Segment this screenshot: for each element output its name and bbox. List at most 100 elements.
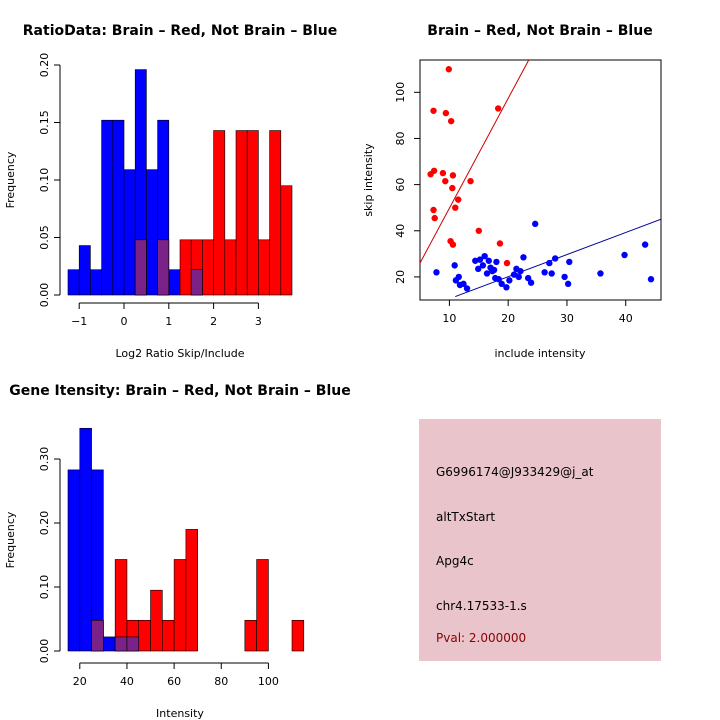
ratio-histogram-panel: RatioData: Brain – Red, Not Brain – Blue… [4,23,337,360]
gene-intensity-title: Gene Itensity: Brain – Red, Not Brain – … [9,383,351,399]
intensity-y-tick-label-0: 0.00 [38,639,51,664]
overlap-bar-intensity-5 [126,636,140,652]
blue-bar-ratio-5 [123,169,136,296]
blue-point-30 [532,220,539,228]
red-bar-intensity-4 [150,589,163,652]
blue-point-16 [490,266,498,274]
scatter-title: Brain – Red, Not Brain – Blue [427,23,652,39]
blue-bar-intensity-1 [79,427,92,652]
blue-point-1 [451,262,458,269]
red-bar-ratio-10 [269,130,282,296]
intensity-scatter-panel: Brain – Red, Not Brain – Blue 10 20 30 40 2… [362,23,662,360]
red-point-18 [449,241,457,248]
red-bar-ratio-6 [224,239,237,296]
ratio-x-tick-label-1: 0 [121,315,128,328]
blue-point-6 [463,285,471,292]
scatter-y-tick-label-1: 40 [394,224,407,238]
overlap-bar-ratio-10 [190,269,203,296]
intensity-x-tick-label-4: 100 [258,675,279,688]
blue-point-25 [515,273,522,281]
gene-intensity-x-axis: 20 40 60 80 100 [73,662,279,688]
scatter-x-tick-label-2: 30 [560,312,574,325]
red-point-2 [442,109,450,117]
blue-point-34 [551,255,559,262]
red-point-19 [496,240,504,247]
ratio-y-tick-label-1: 0.05 [38,225,51,250]
scatter-x-axis: 10 20 30 40 [442,300,633,325]
red-point-9 [442,177,449,185]
ratio-y-tick-label-0: 0.00 [38,283,51,308]
ratio-x-tick-label-0: −1 [71,315,87,328]
blue-point-38 [597,270,604,277]
ratio-histogram-y-axis: 0.00 0.05 0.10 0.15 0.20 [38,53,61,308]
blue-point-36 [564,280,572,288]
scatter-y-tick-label-0: 20 [394,270,407,284]
overlap-bar-intensity-2 [91,619,104,652]
scatter-y-label: skip intensity [362,143,375,217]
ratio-y-tick-label-4: 0.20 [38,53,51,78]
blue-bar-ratio-0 [67,269,80,296]
ratio-y-tick-label-2: 0.10 [38,168,51,193]
blue-point-37 [566,258,573,266]
blue-point-29 [527,279,535,286]
blue-point-13 [485,257,492,264]
red-bar-intensity-9 [256,559,269,652]
blue-point-26 [517,267,524,275]
scatter-x-tick-label-3: 40 [619,312,633,325]
blue-point-32 [546,259,553,267]
ratio-x-tick-label-2: 1 [165,315,172,328]
scatter-x-tick-label-1: 20 [501,312,515,325]
scatter-x-label: include intensity [494,347,586,360]
blue-bar-intensity-3 [103,636,116,652]
red-bar-intensity-8 [244,619,257,652]
blue-bar-ratio-1 [78,245,91,296]
red-bar-ratio-5 [213,130,226,296]
blue-point-40 [641,241,649,248]
red-point-0 [445,66,453,73]
red-bar-intensity-5 [162,619,175,652]
intensity-y-tick-label-2: 0.20 [38,511,51,536]
ratio-histogram-bars [67,69,293,296]
probe-id-text: G6996174@J933429@j_at [436,465,594,479]
blue-point-27 [520,254,527,261]
overlap-bar-ratio-6 [134,239,147,296]
blue-point-12 [483,270,491,277]
blue-point-3 [455,273,462,281]
red-point-3 [447,117,455,125]
overlap-bar-intensity-4 [114,636,128,652]
intensity-x-tick-label-0: 20 [73,675,87,688]
blue-point-11 [481,252,488,260]
red-point-11 [449,184,456,192]
scatter-points [427,66,655,292]
scatter-y-tick-label-2: 60 [394,178,407,192]
blue-bar-ratio-2 [90,269,102,296]
blue-point-17 [493,258,500,266]
ratio-x-tick-label-3: 2 [210,315,217,328]
intensity-y-tick-label-1: 0.10 [38,575,51,600]
red-bar-intensity-7 [185,529,198,652]
blue-bar-ratio-7 [146,169,158,296]
red-point-6 [430,167,438,174]
ratio-histogram-x-label: Log2 Ratio Skip/Include [115,347,244,360]
blue-point-10 [479,262,487,269]
ratio-y-tick-label-3: 0.15 [38,110,51,135]
event-type-text: altTxStart [436,510,495,524]
blue-point-33 [548,270,555,277]
ratio-histogram-title: RatioData: Brain – Red, Not Brain – Blue [23,23,337,39]
intensity-x-tick-label-2: 60 [167,675,181,688]
red-point-15 [431,214,438,222]
scatter-y-tick-label-3: 80 [394,131,407,145]
red-bar-ratio-2 [179,239,192,296]
red-bar-intensity-3 [138,619,151,652]
red-point-8 [449,172,457,179]
red-point-20 [503,259,511,267]
blue-point-8 [474,265,482,273]
blue-point-22 [506,277,513,284]
red-bar-ratio-8 [246,130,259,296]
red-point-13 [452,204,459,211]
red-bar-intensity-6 [173,559,187,652]
red-point-7 [439,169,447,177]
red-point-14 [430,206,437,214]
blue-point-28 [524,274,532,282]
blue-point-0 [433,269,440,276]
